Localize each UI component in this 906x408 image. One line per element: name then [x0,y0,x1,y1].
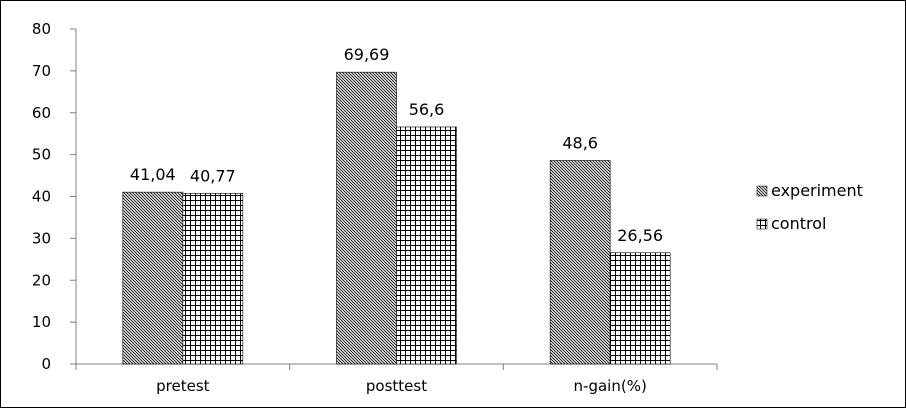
y-tick-label: 10 [32,313,51,331]
data-label: 41,04 [130,165,176,184]
legend: experiment control [756,181,863,233]
data-label: 48,6 [562,133,598,152]
legend-label: experiment [771,181,863,200]
data-label: 56,6 [409,100,445,119]
legend-swatch-control [756,218,768,230]
plot-area: 0 10 20 30 40 50 60 70 80 pretest 41,04 40,77 postte… [32,20,718,395]
y-tick-label: 60 [32,104,51,122]
bar-control-posttest [396,126,457,365]
y-tick-label: 40 [32,188,51,206]
legend-swatch-experiment [756,185,768,197]
bar-experiment-pretest [122,191,184,365]
x-tick-label: pretest [156,377,210,395]
legend-label: control [771,214,826,233]
y-tick-label: 80 [32,20,51,38]
bar-control-n-gain(%) [609,252,671,365]
y-tick-label: 70 [32,62,51,80]
data-label: 69,69 [344,45,390,64]
data-label: 40,77 [190,166,236,185]
y-tick-label: 20 [32,271,51,289]
x-tick-label: n-gain(%) [574,377,647,395]
y-tick-label: 30 [32,229,51,247]
bar-experiment-posttest [336,71,397,365]
data-label: 26,56 [617,226,663,245]
x-tick-label: posttest [366,377,427,395]
bar-experiment-n-gain(%) [549,160,611,365]
y-tick-label: 0 [41,355,51,373]
y-tick-label: 50 [32,146,51,164]
bar-control-pretest [182,192,244,365]
